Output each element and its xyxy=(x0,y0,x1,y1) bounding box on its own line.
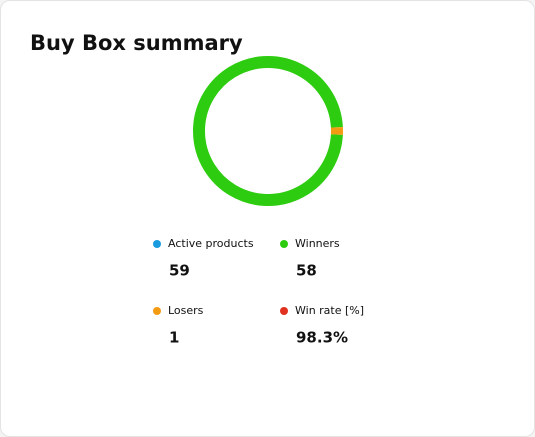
chart-title: Buy Box summary xyxy=(30,31,243,55)
donut-slice xyxy=(193,56,343,206)
legend-dot xyxy=(280,307,288,315)
legend-label: Win rate [%] xyxy=(295,304,364,317)
stat-value: 1 xyxy=(169,329,179,347)
legend-label: Winners xyxy=(295,237,340,250)
legend-label: Active products xyxy=(168,237,254,250)
stat-value: 58 xyxy=(296,262,317,280)
legend-dot xyxy=(153,307,161,315)
stat-value: 98.3% xyxy=(296,329,348,347)
stat-value: 59 xyxy=(169,262,190,280)
legend-dot xyxy=(280,240,288,248)
legend-label: Losers xyxy=(168,304,204,317)
legend-dot xyxy=(153,240,161,248)
